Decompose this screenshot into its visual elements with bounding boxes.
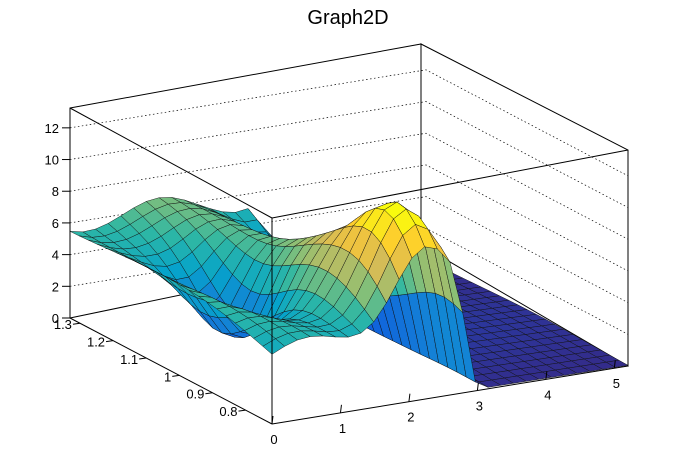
gridline (69, 101, 629, 208)
z-tick-label: 4 (52, 248, 59, 263)
x-tick (408, 393, 411, 402)
y-tick (205, 392, 213, 395)
x-tick-label: 1 (339, 421, 346, 436)
z-tick-label: 8 (52, 184, 59, 199)
plot-frame-front (69, 107, 629, 425)
x-tick-label: 3 (476, 399, 483, 414)
y-tick-label: 1.1 (120, 352, 138, 367)
surface-mesh (69, 197, 629, 388)
surface-cell (262, 338, 286, 355)
z-tick-label: 2 (52, 279, 59, 294)
z-axis: 0 2 4 6 8 10 12 (45, 112, 71, 326)
z-tick-label: 10 (45, 153, 59, 168)
y-tick-label: 1 (164, 369, 171, 384)
x-tick (545, 371, 548, 380)
x-tick-label: 2 (407, 410, 414, 425)
y-tick (72, 322, 81, 325)
y-tick (139, 357, 147, 360)
y-tick (105, 340, 114, 343)
x-tick (613, 360, 616, 369)
x-tick (339, 404, 342, 413)
x-tick (271, 415, 274, 425)
z-tick-label: 12 (45, 121, 59, 136)
z-tick-label: 6 (52, 216, 59, 231)
x-tick (476, 382, 479, 391)
x-tick-label: 4 (544, 387, 551, 402)
x-tick-label: 0 (270, 432, 277, 447)
y-tick-label: 1.2 (87, 335, 105, 350)
z-tick-label: 0 (52, 311, 59, 326)
chart-title: Graph2D (307, 7, 388, 29)
y-tick-label: 0.9 (186, 387, 204, 402)
gridline (69, 132, 629, 240)
x-axis: 0 1 2 3 4 5 (270, 360, 620, 447)
y-tick-label: 1.3 (54, 317, 72, 332)
y-tick (238, 409, 246, 412)
y-tick (172, 374, 180, 377)
x-tick-label: 5 (613, 376, 620, 391)
y-tick-label: 0.8 (219, 404, 237, 419)
y-axis: 1.3 1.2 1.1 1 0.9 0.8 (54, 317, 246, 419)
gridline (69, 69, 629, 177)
